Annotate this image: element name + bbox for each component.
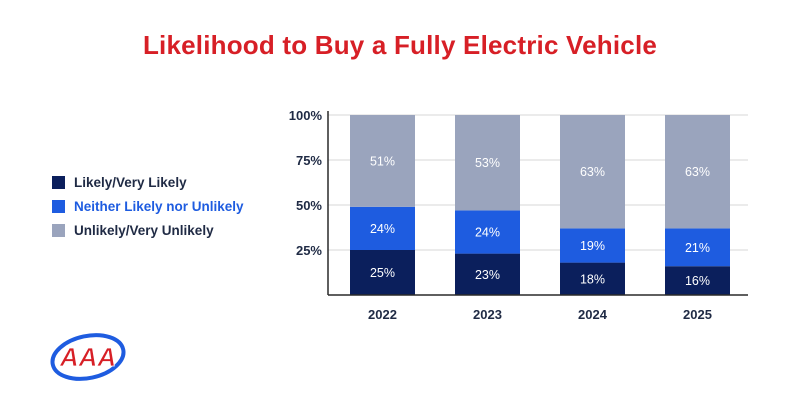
bar-segment [350,115,415,207]
legend-label-neither: Neither Likely nor Unlikely [74,198,244,214]
y-tick-label: 75% [296,153,322,168]
legend-label-likely: Likely/Very Likely [74,174,187,190]
bar-value-label: 19% [580,239,605,253]
bar-segment [665,266,730,295]
y-tick-label: 25% [296,243,322,258]
bar-segment [455,210,520,254]
legend-item-likely: Likely/Very Likely [52,170,244,194]
svg-text:AAA: AAA [59,342,116,372]
chart-title: Likelihood to Buy a Fully Electric Vehic… [142,30,658,60]
bar-value-label: 23% [475,268,500,282]
bar-value-label: 51% [370,154,395,168]
bar-segment [560,262,625,295]
legend-label-unlikely: Unlikely/Very Unlikely [74,222,214,238]
bar-segment [665,115,730,229]
bar-value-label: 21% [685,241,710,255]
bar-segment [350,206,415,250]
y-tick-label: 100% [289,108,323,123]
legend-swatch-unlikely [52,223,65,237]
bar-value-label: 25% [370,266,395,280]
bar-value-label: 53% [475,156,500,170]
aaa-logo: AAA [50,333,126,381]
x-tick-label: 2025 [683,307,712,322]
bar-segment [455,115,520,211]
axis-layer: 25% 50% 75% 100% 2022 2023 2024 2025 [289,108,748,322]
legend-item-neither: Neither Likely nor Unlikely [52,194,244,218]
x-tick-label: 2022 [368,307,397,322]
legend-swatch-likely [52,175,65,189]
bar-value-label: 63% [685,165,710,179]
bar-segment [560,115,625,229]
chart-legend: Likely/Very Likely Neither Likely nor Un… [52,170,244,242]
bar-value-label: 63% [580,165,605,179]
y-tick-label: 50% [296,198,322,213]
bar-value-label: 18% [580,272,605,286]
bar-segment [560,228,625,263]
bar-value-label: 16% [685,274,710,288]
bar-segment [350,250,415,295]
legend-swatch-neither [52,199,65,213]
bar-value-label: 24% [370,222,395,236]
bar-layer: 25% 24% 51% 23% 24% 53% 18% 19% 63% 16% 21% 63% [350,115,730,295]
bar-value-label: 24% [475,226,500,240]
bar-segment [455,253,520,295]
bar-segment [665,228,730,267]
legend-item-unlikely: Unlikely/Very Unlikely [52,218,244,242]
x-tick-label: 2023 [473,307,502,322]
x-tick-label: 2024 [578,307,608,322]
